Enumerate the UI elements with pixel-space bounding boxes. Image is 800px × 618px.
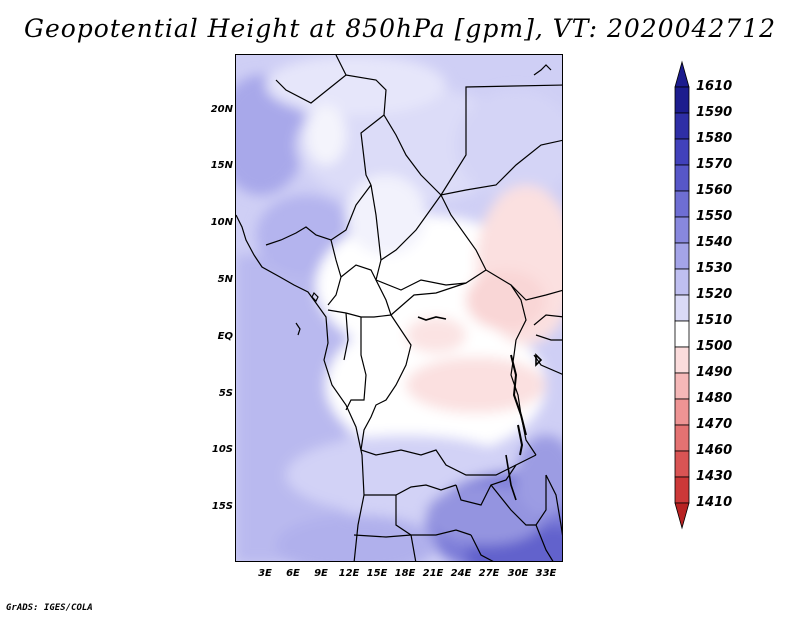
lat-label-15n: 15N [210, 160, 233, 171]
colorbar-label: 1510 [696, 313, 733, 328]
colorbar-swatch [674, 320, 690, 348]
lat-label-15s: 15S [211, 501, 233, 512]
colorbar-label: 1540 [696, 235, 733, 250]
colorbar-label: 1490 [696, 365, 733, 380]
colorbar-top-arrow [674, 60, 690, 88]
lon-label-21e: 21E [422, 568, 444, 579]
colorbar-label: 1430 [696, 469, 733, 484]
colorbar-swatch [674, 86, 690, 114]
colorbar-label: 1530 [696, 261, 733, 276]
colorbar-swatch [674, 268, 690, 296]
colorbar-label: 1460 [696, 443, 733, 458]
lon-label-6e: 6E [286, 568, 300, 579]
colorbar-swatch [674, 398, 690, 426]
colorbar-swatch [674, 450, 690, 478]
lat-label-5n: 5N [217, 274, 233, 285]
colorbar-swatch [674, 346, 690, 374]
lat-label-5s: 5S [218, 388, 233, 399]
colorbar-label: 1560 [696, 183, 733, 198]
colorbar-swatch [674, 242, 690, 270]
footer-credit: GrADS: IGES/COLA [6, 603, 93, 613]
lat-label-10s: 10S [211, 444, 233, 455]
colorbar-label: 1550 [696, 209, 733, 224]
colorbar [674, 60, 690, 530]
colorbar-swatch [674, 164, 690, 192]
colorbar-swatch [674, 190, 690, 218]
lon-label-9e: 9E [314, 568, 328, 579]
lat-label-10n: 10N [210, 217, 233, 228]
lat-label-20n: 20N [210, 104, 233, 115]
geopotential-height-map [236, 55, 562, 561]
colorbar-label: 1590 [696, 105, 733, 120]
lat-label-eq: EQ [217, 331, 233, 342]
colorbar-label: 1520 [696, 287, 733, 302]
lon-label-15e: 15E [366, 568, 388, 579]
colorbar-swatch [674, 424, 690, 452]
colorbar-label: 1470 [696, 417, 733, 432]
colorbar-swatch [674, 138, 690, 166]
colorbar-swatch [674, 372, 690, 400]
lon-label-24e: 24E [450, 568, 472, 579]
colorbar-swatch [674, 216, 690, 244]
chart-title: Geopotential Height at 850hPa [gpm], VT:… [23, 14, 777, 43]
height-field-shading [236, 55, 562, 561]
map-panel [235, 54, 563, 562]
lon-label-30e: 30E [507, 568, 529, 579]
country-borders [236, 55, 562, 561]
colorbar-swatch [674, 112, 690, 140]
lon-label-27e: 27E [478, 568, 500, 579]
colorbar-bottom-arrow [674, 502, 690, 530]
lon-label-18e: 18E [394, 568, 416, 579]
colorbar-label: 1580 [696, 131, 733, 146]
colorbar-label: 1410 [696, 495, 733, 510]
colorbar-label: 1570 [696, 157, 733, 172]
lon-label-3e: 3E [258, 568, 272, 579]
lon-label-12e: 12E [338, 568, 360, 579]
lon-label-33e: 33E [535, 568, 557, 579]
colorbar-label: 1610 [696, 79, 733, 94]
colorbar-label: 1500 [696, 339, 733, 354]
colorbar-label: 1480 [696, 391, 733, 406]
colorbar-swatch [674, 476, 690, 504]
colorbar-swatch [674, 294, 690, 322]
